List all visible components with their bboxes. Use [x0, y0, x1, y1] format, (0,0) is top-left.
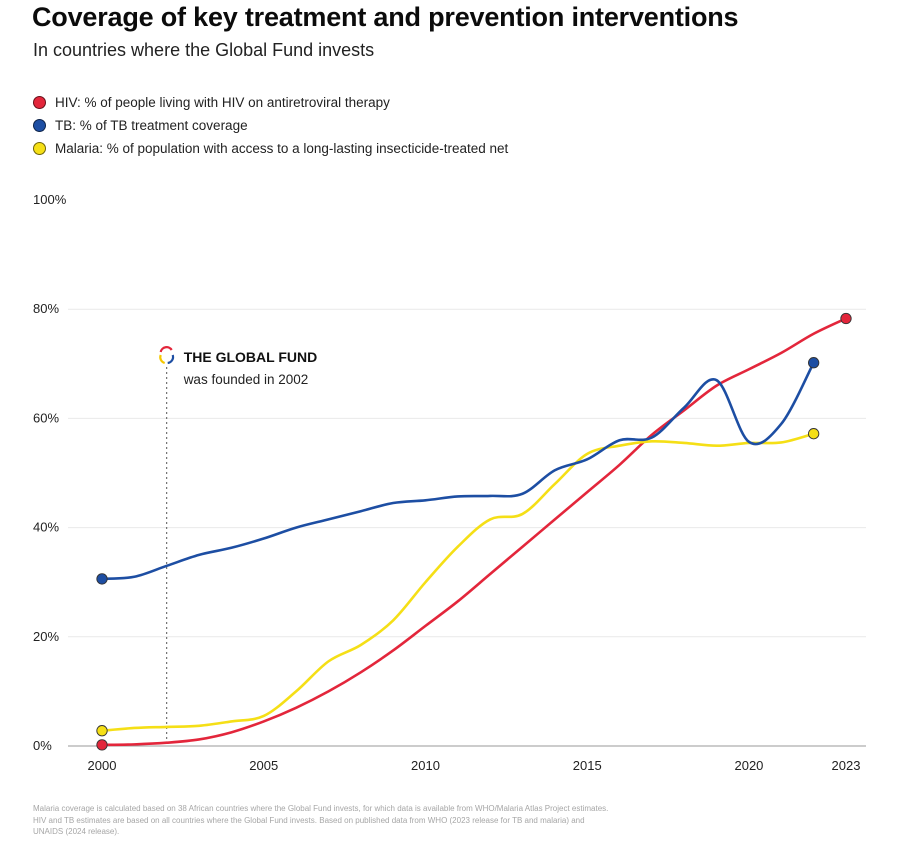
- footnote-line-3: UNAIDS (2024 release).: [33, 827, 120, 836]
- x-tick-label: 2005: [249, 758, 278, 773]
- y-tick-label: 0%: [33, 738, 52, 753]
- annotation-text: was founded in 2002: [183, 372, 309, 387]
- series-point-hiv-start: [96, 739, 108, 751]
- y-tick-label: 100%: [33, 192, 67, 207]
- series-point-hiv-end: [840, 312, 852, 325]
- legend-marker-malaria: [33, 142, 46, 155]
- series-point-malaria-end: [808, 428, 820, 440]
- footnote-line-1: Malaria coverage is calculated based on …: [33, 804, 609, 813]
- x-tick-label: 2010: [411, 758, 440, 773]
- founding-annotation: THE GLOBAL FUND was founded in 2002: [159, 346, 318, 746]
- annotation-title: THE GLOBAL FUND: [184, 349, 318, 365]
- legend-item-tb: TB: % of TB treatment coverage: [33, 114, 508, 137]
- legend-label-tb: TB: % of TB treatment coverage: [55, 118, 248, 133]
- x-tick-label: 2020: [734, 758, 763, 773]
- series-lines: [100, 317, 848, 747]
- logo-arc-red: [159, 346, 173, 353]
- y-tick-label: 40%: [33, 520, 59, 535]
- series-point-malaria-start: [96, 725, 108, 737]
- y-tick-label: 80%: [33, 301, 59, 316]
- y-tick-label: 60%: [33, 410, 59, 425]
- x-tick-label: 2023: [832, 758, 861, 773]
- x-tick-label: 2000: [88, 758, 117, 773]
- footnote-line-2: HIV and TB estimates are based on all co…: [33, 815, 585, 825]
- global-fund-logo-icon: [159, 346, 175, 365]
- legend: HIV: % of people living with HIV on anti…: [33, 91, 508, 160]
- series-line-tb: [100, 361, 815, 581]
- line-chart: 0%20%40%60%80%100% 2000 2005 2010 2015 2020 2…: [33, 192, 866, 773]
- series-point-tb-start: [96, 573, 108, 585]
- series-markers: [96, 312, 852, 751]
- logo-arc-blue: [167, 354, 175, 365]
- footnote: Malaria coverage is calculated based on …: [33, 803, 873, 838]
- legend-label-hiv: HIV: % of people living with HIV on anti…: [55, 95, 390, 110]
- legend-item-malaria: Malaria: % of population with access to …: [33, 137, 508, 160]
- legend-label-malaria: Malaria: % of population with access to …: [55, 141, 509, 156]
- x-axis-ticks: 2000 2005 2010 2015 2020 2023: [88, 758, 861, 773]
- chart-subtitle: In countries where the Global Fund inves…: [33, 40, 375, 60]
- gridlines: [68, 308, 866, 747]
- y-axis-ticks: 0% 20% 40% 60% 80% 100%: [33, 192, 67, 753]
- chart-title: Coverage of key treatment and prevention…: [32, 2, 739, 32]
- x-tick-label: 2015: [573, 758, 602, 773]
- logo-arc-yellow: [159, 354, 166, 365]
- legend-marker-tb: [33, 119, 46, 132]
- legend-item-hiv: HIV: % of people living with HIV on anti…: [33, 91, 508, 114]
- legend-marker-hiv: [33, 96, 46, 109]
- series-line-malaria: [100, 432, 815, 733]
- series-point-tb-end: [808, 357, 820, 369]
- y-tick-label: 20%: [33, 629, 59, 644]
